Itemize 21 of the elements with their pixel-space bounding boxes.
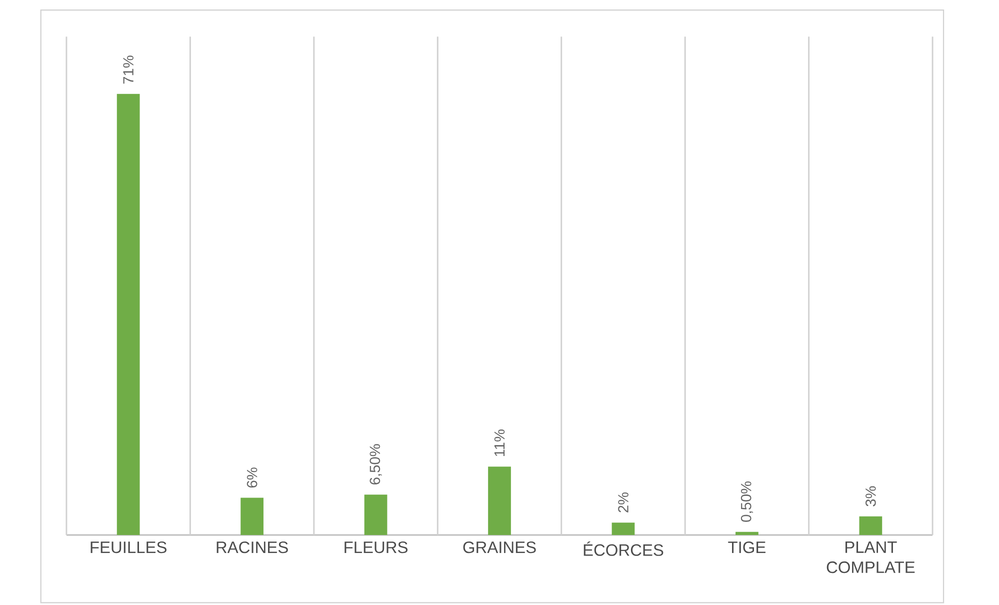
data-label: 71%: [123, 56, 134, 84]
x-tick-label: TIGE: [728, 542, 766, 554]
data-label: 6%: [246, 468, 258, 488]
bar: [859, 516, 882, 536]
x-tick-label: FLEURS: [344, 542, 408, 554]
bar: [240, 498, 264, 536]
bar: [736, 532, 758, 536]
bar: [364, 494, 388, 536]
x-tick-label: ÉCORCES: [584, 542, 664, 556]
data-label: 11%: [494, 430, 505, 456]
data-label: 6,50%: [370, 444, 382, 485]
x-tick-label: FEUILLES: [90, 542, 166, 554]
data-label: 0,50%: [740, 482, 753, 522]
bar: [488, 466, 511, 536]
data-label: 2%: [618, 492, 628, 513]
data-label: 3%: [866, 486, 876, 507]
x-tick-label: PLANT COMPLATE: [826, 542, 915, 574]
x-tick-label: RACINES: [216, 542, 288, 554]
x-tick-label: GRAINES: [463, 542, 536, 554]
bar: [612, 522, 635, 536]
bar: [116, 94, 140, 536]
